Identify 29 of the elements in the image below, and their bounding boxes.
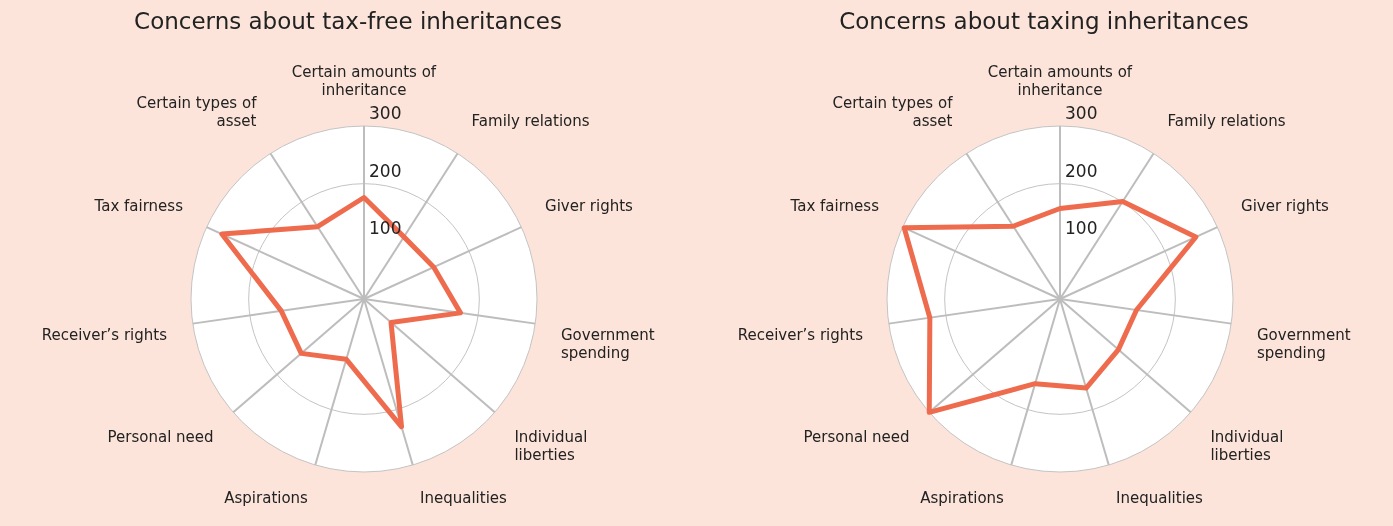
spoke-label: Family relations bbox=[1167, 112, 1286, 131]
spoke-label: Receiver’s rights bbox=[737, 326, 864, 345]
spoke-label: Giver rights bbox=[1241, 197, 1330, 216]
chart-title: Concerns about taxing inheritances bbox=[838, 8, 1250, 34]
spoke-label: Receiver’s rights bbox=[41, 326, 168, 345]
spoke-label: Personal need bbox=[803, 428, 910, 447]
y-tick-label: 200 bbox=[1065, 160, 1098, 181]
spoke-label: Tax fairness bbox=[93, 197, 184, 216]
y-tick-label: 200 bbox=[369, 160, 402, 181]
spoke-label: Individual liberties bbox=[1210, 428, 1284, 465]
spoke-label: Inequalities bbox=[1116, 488, 1204, 507]
y-tick-label: 300 bbox=[1065, 102, 1098, 123]
y-tick-label: 300 bbox=[369, 102, 402, 123]
spoke-label: Personal need bbox=[107, 428, 214, 447]
spoke-label: Certain types of asset bbox=[832, 94, 954, 131]
chart-title: Concerns about tax-free inheritances bbox=[133, 8, 563, 34]
spoke-label: Family relations bbox=[471, 112, 590, 131]
spoke-label: Aspirations bbox=[920, 488, 1005, 507]
spoke-label: Individual liberties bbox=[514, 428, 588, 465]
spoke-label: Government spending bbox=[560, 326, 655, 363]
spoke-label: Tax fairness bbox=[789, 197, 880, 216]
spoke-label: Inequalities bbox=[420, 488, 508, 507]
spoke-label: Certain types of asset bbox=[136, 94, 258, 131]
spoke-label: Certain amounts of inheritance bbox=[987, 62, 1133, 99]
spoke-label: Aspirations bbox=[224, 488, 309, 507]
y-tick-label: 100 bbox=[1065, 218, 1098, 239]
spoke-label: Certain amounts of inheritance bbox=[291, 62, 437, 99]
spoke-label: Giver rights bbox=[545, 197, 634, 216]
spoke-label: Government spending bbox=[1256, 326, 1351, 363]
